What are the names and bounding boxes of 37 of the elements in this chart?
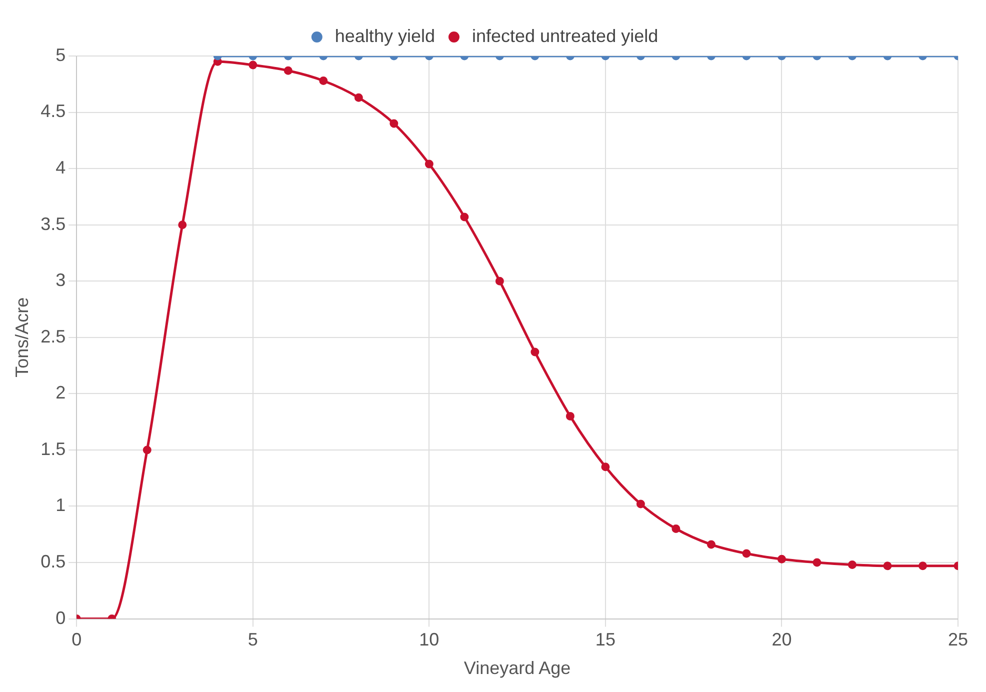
point	[706, 540, 716, 549]
point	[812, 558, 822, 567]
y-tick-label: 1	[56, 495, 66, 516]
y-tick-label: 1.5	[40, 438, 66, 459]
point	[601, 462, 610, 472]
y-tick-label: 2.5	[40, 326, 66, 346]
point	[672, 524, 680, 533]
point	[636, 500, 645, 508]
point	[178, 220, 187, 230]
y-tick-label: 2	[56, 382, 66, 403]
point	[495, 276, 504, 286]
point	[848, 560, 856, 570]
y-tick-label: 0.5	[40, 551, 66, 572]
x-tick-label: 25	[948, 630, 968, 650]
legend-label: infected untreated yield	[472, 26, 658, 46]
legend-label: healthy yield	[334, 26, 435, 46]
point	[883, 562, 892, 570]
y-tick-label: 4	[56, 158, 66, 178]
y-axis-title: Tons/Acre	[12, 297, 32, 378]
point	[142, 446, 152, 454]
y-tick-label: 5	[56, 44, 66, 65]
x-tick-label: 15	[595, 630, 616, 650]
x-tick-label: 5	[248, 630, 258, 650]
y-tick-label: 3.5	[40, 214, 66, 234]
x-tick-label: 20	[772, 630, 792, 650]
y-tick-label: 4.5	[40, 101, 66, 122]
point	[530, 348, 540, 356]
point	[460, 212, 469, 222]
y-tick-label: 0	[56, 608, 66, 628]
x-axis-title: Vineyard Age	[464, 658, 571, 678]
point	[918, 562, 927, 570]
x-tick-label: 0	[72, 630, 82, 650]
point	[777, 554, 786, 564]
point	[742, 549, 751, 558]
point	[566, 412, 574, 420]
x-tick-label: 10	[419, 630, 440, 650]
y-tick-label: 3	[56, 270, 66, 290]
